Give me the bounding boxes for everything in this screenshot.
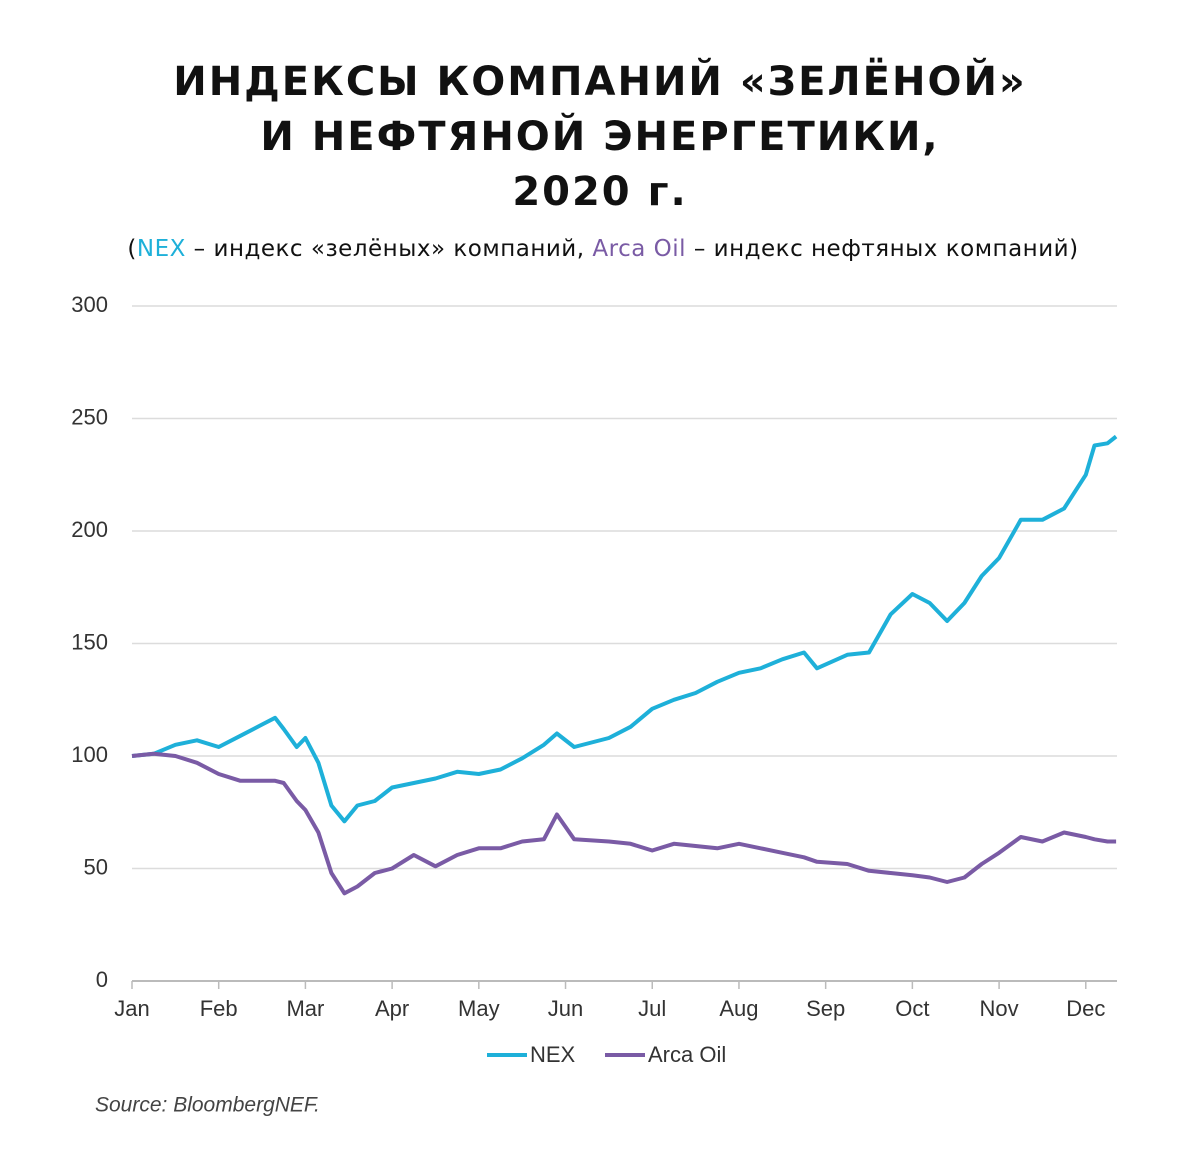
x-tick-label: Jun: [548, 996, 583, 1021]
x-tick-label: Aug: [719, 996, 758, 1021]
y-tick-label: 300: [71, 292, 108, 317]
x-tick-label: Jan: [114, 996, 149, 1021]
legend-label: Arca Oil: [648, 1042, 726, 1067]
subtitle-text: – индекс нефтяных компаний): [686, 236, 1079, 262]
y-tick-label: 100: [71, 742, 108, 767]
subtitle-series: Arca Oil: [592, 236, 686, 262]
subtitle: (NEX – индекс «зелёных» компаний, Arca O…: [127, 236, 1078, 262]
source: Source: BloombergNEF.: [95, 1094, 320, 1117]
y-tick-label: 200: [71, 517, 108, 542]
chart-title: 2020 г.: [512, 169, 687, 215]
x-tick-label: Sep: [806, 996, 845, 1021]
x-tick-label: May: [458, 996, 500, 1021]
x-tick-label: Dec: [1066, 996, 1105, 1021]
series-line: [131, 751, 1117, 896]
subtitle-text: – индекс «зелёных» компаний,: [186, 236, 593, 262]
subtitle-text: (: [127, 236, 136, 262]
x-tick-label: Mar: [286, 996, 324, 1021]
x-tick-label: Jul: [638, 996, 666, 1021]
x-tick-label: Apr: [375, 996, 409, 1021]
subtitle-series: NEX: [137, 236, 186, 262]
y-tick-label: 0: [96, 967, 108, 992]
chart-title: ИНДЕКСЫ КОМПАНИЙ «ЗЕЛЁНОЙ»: [173, 57, 1027, 105]
y-tick-label: 250: [71, 404, 108, 429]
y-tick-label: 150: [71, 629, 108, 654]
x-tick-label: Feb: [200, 996, 238, 1021]
chart-title: И НЕФТЯНОЙ ЭНЕРГЕТИКИ,: [260, 112, 939, 160]
legend-label: NEX: [530, 1042, 576, 1067]
y-tick-label: 50: [84, 854, 108, 879]
series-line: [131, 434, 1118, 824]
x-tick-label: Nov: [980, 996, 1019, 1021]
x-tick-label: Oct: [895, 996, 929, 1021]
